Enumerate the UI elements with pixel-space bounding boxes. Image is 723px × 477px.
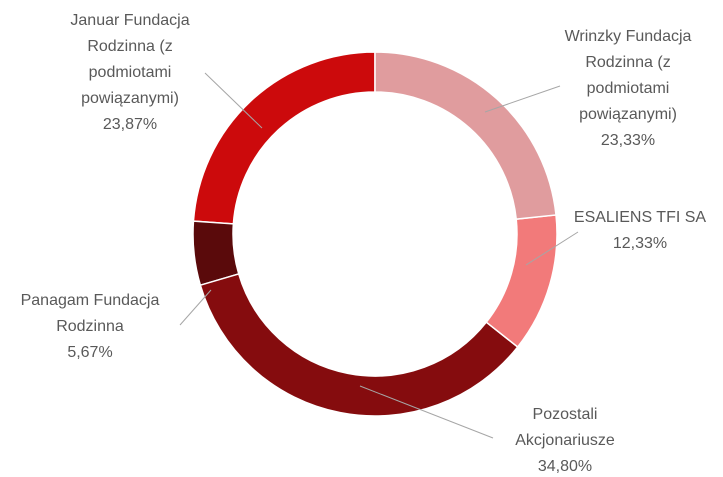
category-label: Pozostali Akcjonariusze [515, 406, 615, 449]
value-label: 23,87% [102, 116, 158, 133]
slice [374, 51, 557, 220]
leader-line [359, 385, 494, 439]
value-label: 34,80% [537, 458, 593, 475]
value-label: 5,67% [67, 344, 113, 361]
leader-line [484, 85, 561, 113]
slice-label: ESALIENS TFI SA 12,33% [560, 205, 720, 257]
leader-line [525, 231, 579, 266]
category-label: ESALIENS TFI SA [573, 209, 707, 226]
value-label: 23,33% [600, 132, 656, 149]
category-label: Panagam Fundacja Rodzinna [20, 292, 160, 335]
value-label: 12,33% [612, 235, 668, 252]
slice-label: Januar Fundacja Rodzinna (z podmiotami p… [55, 8, 205, 138]
slice [485, 214, 558, 349]
slice-label: Pozostali Akcjonariusze 34,80% [500, 402, 630, 477]
slice [192, 220, 240, 287]
leader-line [179, 289, 212, 326]
slice-label: Wrinzky Fundacja Rodzinna (z podmiotami … [553, 24, 703, 154]
slice [199, 273, 519, 417]
slice-label: Panagam Fundacja Rodzinna 5,67% [6, 288, 174, 366]
category-label: Wrinzky Fundacja Rodzinna (z podmiotami … [564, 28, 692, 123]
category-label: Januar Fundacja Rodzinna (z podmiotami p… [70, 12, 190, 107]
slice [192, 51, 376, 225]
leader-line [204, 72, 263, 129]
